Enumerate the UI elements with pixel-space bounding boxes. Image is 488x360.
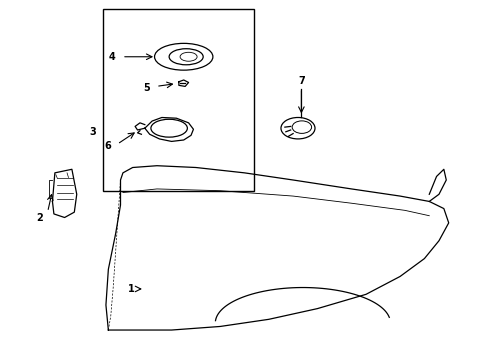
Text: 5: 5	[142, 83, 149, 93]
Bar	[103, 9, 254, 191]
Text: 3: 3	[89, 127, 96, 137]
Text: 1: 1	[128, 284, 135, 294]
Text: 7: 7	[297, 76, 304, 86]
Text: 2: 2	[36, 212, 42, 222]
Text: 4: 4	[109, 52, 116, 62]
Text: 6: 6	[104, 141, 111, 151]
